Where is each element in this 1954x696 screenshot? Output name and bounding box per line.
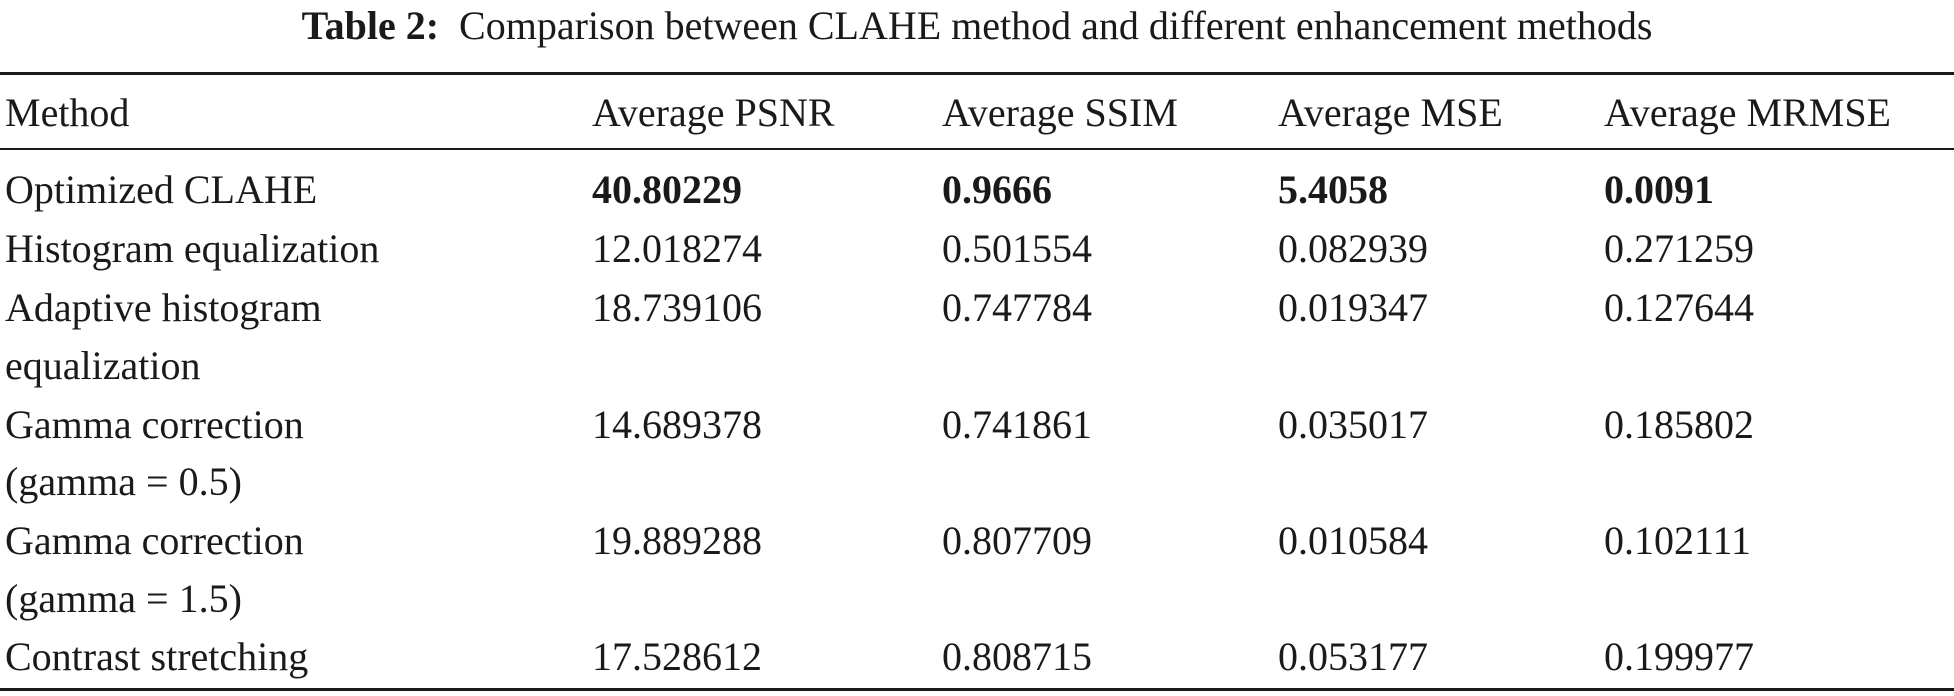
cell-ssim: 0.9666	[942, 167, 1052, 212]
cell-mrmse: 0.185802	[1604, 402, 1754, 447]
cell-psnr: 14.689378	[592, 402, 762, 447]
cell-mrmse: 0.271259	[1604, 226, 1754, 271]
cell-ssim: 0.807709	[942, 518, 1092, 563]
cell-psnr: 18.739106	[592, 285, 762, 330]
top-rule	[0, 72, 1954, 75]
caption-label: Table 2:	[301, 3, 440, 48]
row-method-line1: Adaptive histogram	[5, 285, 322, 330]
cell-mse: 5.4058	[1278, 167, 1388, 212]
cell-psnr: 19.889288	[592, 518, 762, 563]
row-method-line1: Gamma correction	[5, 518, 304, 563]
cell-mrmse: 0.127644	[1604, 285, 1754, 330]
cell-mse: 0.019347	[1278, 285, 1428, 330]
cell-mrmse: 0.199977	[1604, 634, 1754, 679]
cell-mse: 0.053177	[1278, 634, 1428, 679]
header-mrmse: Average MRMSE	[1604, 90, 1891, 135]
cell-mrmse: 0.0091	[1604, 167, 1714, 212]
header-ssim: Average SSIM	[942, 90, 1178, 135]
cell-psnr: 17.528612	[592, 634, 762, 679]
caption-text: Comparison between CLAHE method and diff…	[459, 3, 1653, 48]
row-method-line1: Gamma correction	[5, 402, 304, 447]
cell-mse: 0.035017	[1278, 402, 1428, 447]
bottom-rule	[0, 688, 1954, 691]
cell-psnr: 12.018274	[592, 226, 762, 271]
row-method-line2: equalization	[5, 343, 201, 388]
row-method: Contrast stretching	[5, 634, 309, 679]
row-method: Optimized CLAHE	[5, 167, 318, 212]
header-rule	[0, 148, 1954, 150]
row-method-line2: (gamma = 0.5)	[5, 459, 242, 504]
cell-ssim: 0.747784	[942, 285, 1092, 330]
cell-ssim: 0.808715	[942, 634, 1092, 679]
cell-mse: 0.010584	[1278, 518, 1428, 563]
header-method: Method	[5, 90, 130, 135]
cell-ssim: 0.741861	[942, 402, 1092, 447]
row-method: Histogram equalization	[5, 226, 380, 271]
row-method-line2: (gamma = 1.5)	[5, 576, 242, 621]
cell-mrmse: 0.102111	[1604, 518, 1752, 563]
cell-mse: 0.082939	[1278, 226, 1428, 271]
cell-ssim: 0.501554	[942, 226, 1092, 271]
header-psnr: Average PSNR	[592, 90, 835, 135]
header-mse: Average MSE	[1278, 90, 1503, 135]
cell-psnr: 40.80229	[592, 167, 742, 212]
table-caption: Table 2: Comparison between CLAHE method…	[0, 2, 1954, 50]
